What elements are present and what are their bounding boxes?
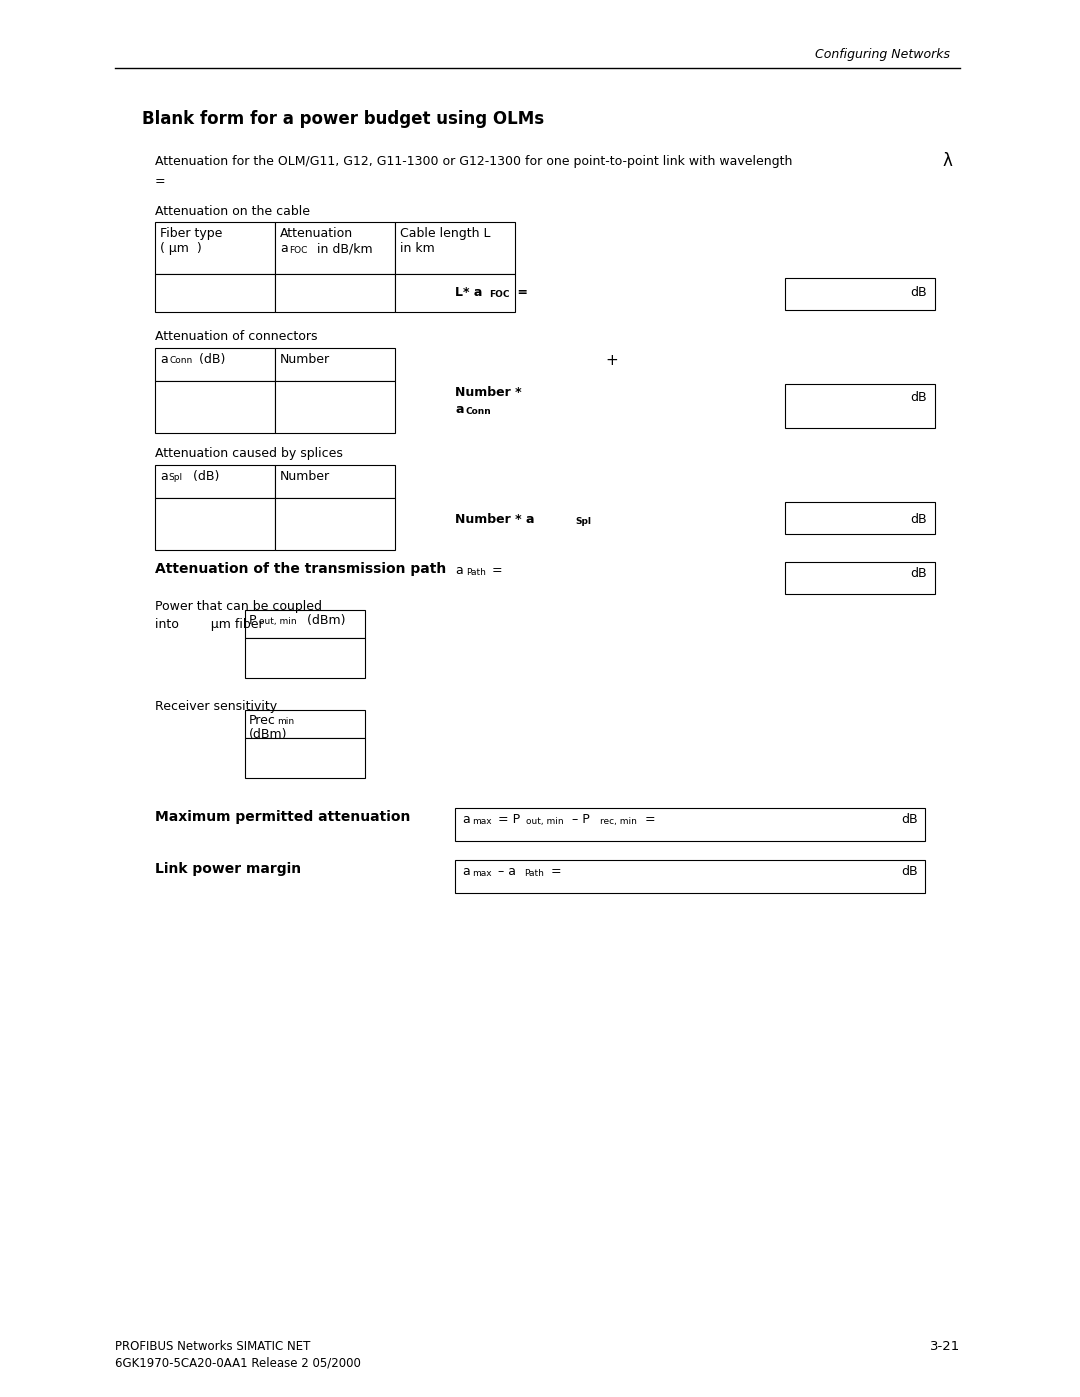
Bar <box>275 465 395 497</box>
Bar <box>455 861 924 893</box>
Bar <box>785 278 935 310</box>
Text: max: max <box>472 869 491 877</box>
Text: dB: dB <box>902 813 918 826</box>
Text: Number: Number <box>280 353 330 366</box>
Text: a: a <box>462 865 470 877</box>
Text: =: = <box>546 865 562 877</box>
Text: 6GK1970-5CA20-0AA1 Release 2 05/2000: 6GK1970-5CA20-0AA1 Release 2 05/2000 <box>114 1356 361 1370</box>
Text: Path: Path <box>524 869 544 877</box>
Text: Cable length L: Cable length L <box>400 226 490 240</box>
Bar <box>245 610 365 638</box>
Text: Number * a: Number * a <box>455 513 535 527</box>
Text: in dB/km: in dB/km <box>313 242 373 256</box>
Text: Attenuation for the OLM/G11, G12, G11-1300 or G12-1300 for one point-to-point li: Attenuation for the OLM/G11, G12, G11-13… <box>156 155 793 168</box>
Text: Conn: Conn <box>465 407 490 416</box>
Bar <box>395 274 515 312</box>
Text: =: = <box>488 564 502 577</box>
Text: Link power margin: Link power margin <box>156 862 301 876</box>
Text: (dB): (dB) <box>189 469 219 483</box>
Bar <box>455 807 924 841</box>
Bar <box>156 348 275 381</box>
Text: =: = <box>642 813 656 826</box>
Text: 3-21: 3-21 <box>930 1340 960 1354</box>
Text: FOC: FOC <box>489 291 510 299</box>
Bar <box>275 381 395 433</box>
Text: a: a <box>160 469 167 483</box>
Text: Power that can be coupled: Power that can be coupled <box>156 599 322 613</box>
Bar <box>156 381 275 433</box>
Bar <box>275 348 395 381</box>
Text: Spl: Spl <box>168 474 183 482</box>
Bar <box>245 710 365 738</box>
Text: rec, min: rec, min <box>600 817 637 826</box>
Text: a: a <box>455 564 462 577</box>
Text: Blank form for a power budget using OLMs: Blank form for a power budget using OLMs <box>141 110 544 129</box>
Text: into        μm fiber: into μm fiber <box>156 617 264 631</box>
Text: dB: dB <box>910 567 927 580</box>
Text: =: = <box>156 175 165 189</box>
Text: min: min <box>276 717 294 726</box>
Text: (dBm): (dBm) <box>249 728 287 740</box>
Text: a: a <box>455 402 463 416</box>
Text: Number *: Number * <box>455 386 522 400</box>
Text: Configuring Networks: Configuring Networks <box>815 47 950 61</box>
Text: Attenuation: Attenuation <box>280 226 353 240</box>
Bar <box>785 562 935 594</box>
Bar <box>156 274 275 312</box>
Text: – a: – a <box>494 865 516 877</box>
Bar <box>395 222 515 274</box>
Text: PROFIBUS Networks SIMATIC NET: PROFIBUS Networks SIMATIC NET <box>114 1340 310 1354</box>
Text: P: P <box>249 615 257 627</box>
Text: Maximum permitted attenuation: Maximum permitted attenuation <box>156 810 410 824</box>
Text: Receiver sensitivity: Receiver sensitivity <box>156 700 278 712</box>
Text: ( μm  ): ( μm ) <box>160 242 202 256</box>
Text: =: = <box>513 286 528 299</box>
Text: Spl: Spl <box>575 517 591 527</box>
Bar <box>785 502 935 534</box>
Text: dB: dB <box>910 391 927 404</box>
Bar <box>156 465 275 497</box>
Bar <box>245 638 365 678</box>
Text: L* a: L* a <box>455 286 483 299</box>
Text: max: max <box>472 817 491 826</box>
Text: a: a <box>462 813 470 826</box>
Text: dB: dB <box>902 865 918 877</box>
Bar <box>156 497 275 550</box>
Text: out, min: out, min <box>259 617 297 626</box>
Text: FOC: FOC <box>289 246 308 256</box>
Text: = P: = P <box>494 813 521 826</box>
Text: Conn: Conn <box>168 356 192 365</box>
Bar <box>245 738 365 778</box>
Bar <box>275 274 395 312</box>
Bar <box>156 222 275 274</box>
Bar <box>785 384 935 427</box>
Text: Attenuation on the cable: Attenuation on the cable <box>156 205 310 218</box>
Text: out, min: out, min <box>526 817 564 826</box>
Text: Fiber type: Fiber type <box>160 226 222 240</box>
Text: in km: in km <box>400 242 435 256</box>
Text: – P: – P <box>568 813 590 826</box>
Text: Number: Number <box>280 469 330 483</box>
Text: Path: Path <box>465 569 486 577</box>
Text: Prec: Prec <box>249 714 275 726</box>
Text: Attenuation caused by splices: Attenuation caused by splices <box>156 447 342 460</box>
Text: dB: dB <box>910 286 927 299</box>
Text: Attenuation of connectors: Attenuation of connectors <box>156 330 318 344</box>
Text: (dBm): (dBm) <box>303 615 346 627</box>
Text: (dB): (dB) <box>195 353 226 366</box>
Text: λ: λ <box>942 152 951 170</box>
Text: a: a <box>280 242 287 256</box>
Text: +: + <box>605 353 618 367</box>
Text: a: a <box>160 353 167 366</box>
Bar <box>275 222 395 274</box>
Text: Attenuation of the transmission path: Attenuation of the transmission path <box>156 562 446 576</box>
Bar <box>275 497 395 550</box>
Text: dB: dB <box>910 513 927 527</box>
